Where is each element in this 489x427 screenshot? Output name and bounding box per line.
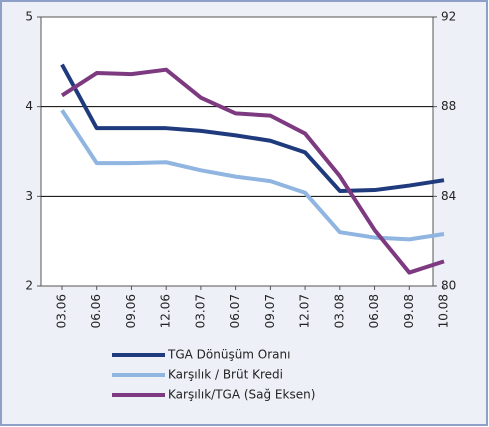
y2-tick-label: 84 xyxy=(441,189,456,203)
series-line xyxy=(60,67,445,275)
x-tick-label: 06.06 xyxy=(89,294,103,328)
y-tick-label: 3 xyxy=(25,189,33,203)
x-tick-label: 12.06 xyxy=(159,294,173,328)
x-tick-label: 03.08 xyxy=(332,294,346,328)
y2-tick-label: 80 xyxy=(441,279,456,293)
x-tick-label: 09.08 xyxy=(402,294,416,328)
x-tick-label: 06.07 xyxy=(228,294,242,328)
y-tick-label: 5 xyxy=(25,10,33,24)
y2-tick-label: 88 xyxy=(441,99,456,113)
y-tick-label: 2 xyxy=(25,279,33,293)
x-tick-label: 09.06 xyxy=(124,294,138,328)
x-tick-label: 10.08 xyxy=(437,294,451,328)
legend-label: Karşılık/TGA (Sağ Eksen) xyxy=(168,388,315,402)
x-tick-label: 03.06 xyxy=(55,294,69,328)
x-tick-label: 12.07 xyxy=(298,294,312,328)
y-tick-label: 4 xyxy=(25,99,33,113)
plot-area xyxy=(40,16,434,287)
y2-tick-label: 92 xyxy=(441,10,456,24)
series-line xyxy=(60,63,445,193)
x-tick-label: 03.07 xyxy=(193,294,207,328)
x-tick-label: 06.08 xyxy=(367,294,381,328)
x-tick-label: 09.07 xyxy=(263,294,277,328)
legend-label: Karşılık / Brüt Kredi xyxy=(168,368,283,382)
legend-label: TGA Dönüşüm Oranı xyxy=(167,348,290,362)
